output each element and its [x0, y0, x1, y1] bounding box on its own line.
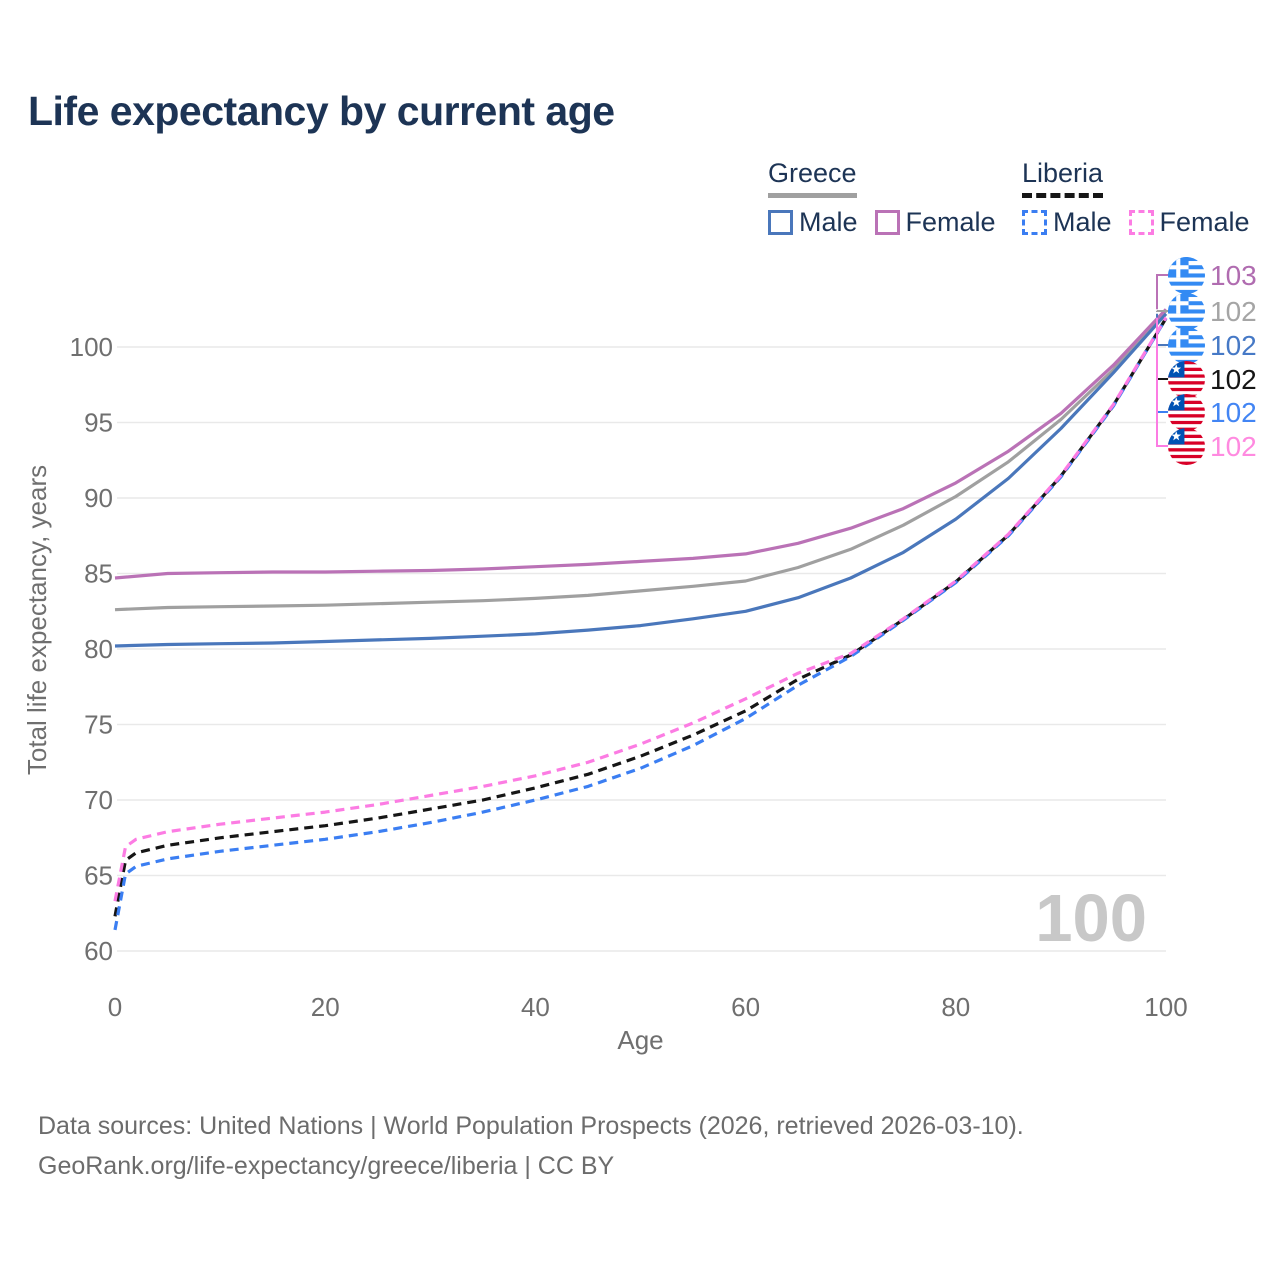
end-label-greece-total: 102 [1168, 293, 1257, 330]
line-greece-total[interactable] [114, 309, 1168, 612]
y-tick-90: 90 [84, 483, 113, 513]
end-label-liberia-male: 102 [1168, 394, 1257, 431]
footer: Data sources: United Nations | World Pop… [38, 1106, 1024, 1186]
legend-label-liberia-male[interactable]: Male [1053, 207, 1112, 237]
y-tick-85: 85 [84, 559, 113, 589]
footer-attribution: GeoRank.org/life-expectancy/greece/liber… [38, 1152, 615, 1180]
legend-label-greece-male[interactable]: Male [799, 207, 858, 237]
y-tick-100: 100 [70, 332, 113, 362]
end-value: 102 [1210, 329, 1257, 361]
x-tick-20: 20 [311, 992, 340, 1022]
current-age-watermark: 100 [1035, 881, 1147, 956]
page-title: Life expectancy by current age [28, 88, 615, 134]
leader-liberia-female [1156, 317, 1171, 447]
end-value: 102 [1210, 396, 1257, 428]
leader-greece-female [1156, 274, 1171, 310]
x-tick-40: 40 [521, 992, 550, 1022]
y-tick-70: 70 [84, 785, 113, 815]
end-value: 102 [1210, 295, 1257, 327]
greece-flag-icon [1168, 327, 1205, 364]
x-axis-title: Age [617, 1025, 663, 1055]
greece-flag-icon [1168, 293, 1205, 330]
legend-country-liberia[interactable]: Liberia [1022, 158, 1104, 198]
checkbox-liberia-male[interactable] [1022, 210, 1047, 235]
y-tick-75: 75 [84, 710, 113, 740]
footer-data-sources: Data sources: United Nations | World Pop… [38, 1112, 1024, 1140]
end-value: 102 [1210, 363, 1257, 395]
end-label-greece-female: 103 [1168, 257, 1257, 294]
line-liberia-total[interactable] [113, 317, 1168, 917]
checkbox-liberia-female[interactable] [1128, 210, 1154, 235]
y-tick-95: 95 [84, 408, 113, 438]
checkbox-greece-male[interactable] [768, 210, 793, 235]
liberia-flag-icon [1168, 361, 1205, 398]
end-label-liberia-total: 102 [1168, 361, 1257, 398]
end-value: 103 [1210, 259, 1257, 291]
liberia-flag-icon [1168, 394, 1205, 431]
end-value: 102 [1210, 430, 1257, 462]
y-tick-80: 80 [84, 634, 113, 664]
line-greece-female[interactable] [114, 308, 1168, 580]
legend-group-greece: Greece Male Female [768, 158, 1013, 238]
y-tick-60: 60 [84, 936, 113, 966]
legend-label-greece-female[interactable]: Female [905, 207, 996, 237]
legend-group-liberia: Liberia Male Female [1022, 158, 1267, 238]
y-tick-65: 65 [84, 861, 113, 891]
liberia-flag-icon [1168, 428, 1205, 465]
x-tick-0: 0 [108, 992, 122, 1022]
y-axis-title: Total life expectancy, years [22, 465, 52, 775]
x-tick-100: 100 [1144, 992, 1187, 1022]
legend-country-greece[interactable]: Greece [768, 158, 857, 198]
x-tick-80: 80 [941, 992, 970, 1022]
line-greece-male[interactable] [114, 312, 1168, 648]
legend-items-liberia: Male Female [1022, 207, 1267, 238]
line-liberia-female[interactable] [113, 316, 1168, 902]
end-label-greece-male: 102 [1168, 327, 1257, 364]
end-label-liberia-female: 102 [1168, 428, 1257, 465]
legend-items-greece: Male Female [768, 207, 1013, 238]
legend-label-liberia-female[interactable]: Female [1159, 207, 1250, 237]
checkbox-greece-female[interactable] [874, 210, 900, 235]
x-tick-60: 60 [731, 992, 760, 1022]
greece-flag-icon [1168, 257, 1205, 294]
